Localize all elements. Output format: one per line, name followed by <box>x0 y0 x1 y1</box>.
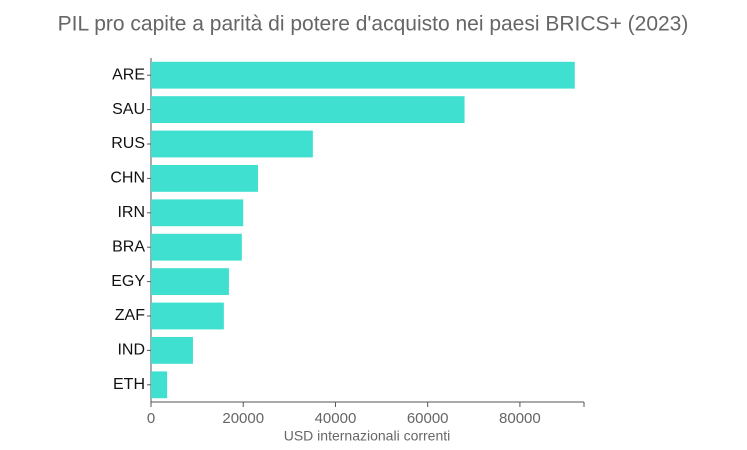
chart-title: PIL pro capite a parità di potere d'acqu… <box>58 13 689 36</box>
bar <box>151 268 229 296</box>
x-tick-label: 40000 <box>315 410 357 427</box>
bar <box>151 233 242 261</box>
bar <box>151 371 168 399</box>
bar <box>151 164 258 192</box>
bar <box>151 302 224 330</box>
bar <box>151 130 313 158</box>
y-tick-label: RUS <box>111 135 145 152</box>
y-tick-label: ETH <box>113 376 145 393</box>
x-tick-label: 20000 <box>222 410 264 427</box>
bar <box>151 199 244 227</box>
bar <box>151 96 465 124</box>
y-tick-label: IND <box>117 342 145 359</box>
y-tick-label: EGY <box>111 273 145 290</box>
x-axis-label: USD internazionali correnti <box>284 428 451 444</box>
y-tick-label: ARE <box>112 66 145 83</box>
y-tick-label: SAU <box>112 101 145 118</box>
y-tick-label: BRA <box>112 238 145 255</box>
bar <box>151 336 193 364</box>
y-tick-label: ZAF <box>115 307 145 324</box>
bar <box>151 61 575 89</box>
x-tick-label: 80000 <box>499 410 541 427</box>
x-tick-label: 0 <box>147 410 155 427</box>
y-tick-label: IRN <box>117 204 145 221</box>
x-tick-label: 60000 <box>407 410 449 427</box>
y-tick-label: CHN <box>110 170 145 187</box>
